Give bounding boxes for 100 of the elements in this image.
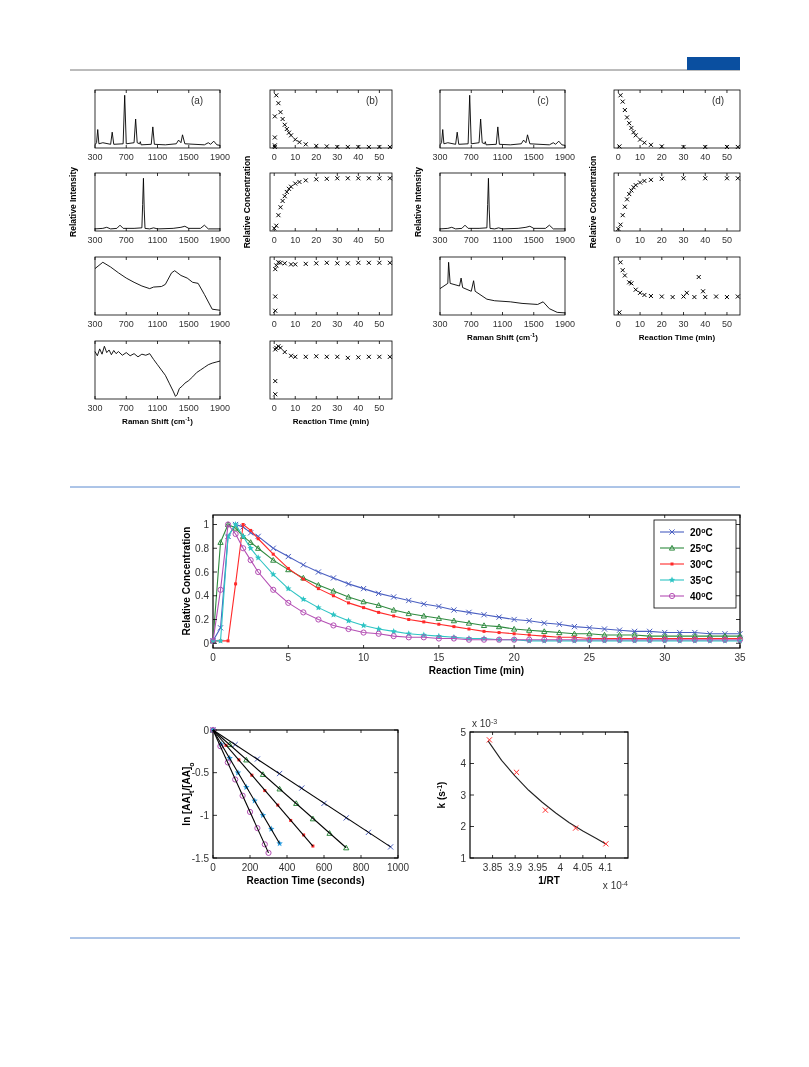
- x-tick-label: 3.95: [527, 862, 548, 873]
- x-tick-label: 20: [656, 235, 667, 245]
- x-tick-label: 1100: [147, 319, 168, 329]
- y-tick-label: -0.5: [191, 767, 210, 779]
- x-tick-label: 35: [734, 652, 746, 663]
- x-tick-label: 10: [290, 403, 301, 413]
- x-tick-label: 50: [374, 319, 385, 329]
- y-tick-label: 0: [203, 637, 210, 649]
- y-tick-label: -1.5: [191, 852, 210, 864]
- x-tick-label: 800: [352, 862, 370, 873]
- x-tick-label: 1500: [178, 403, 199, 413]
- x-tick-label: 20: [311, 403, 322, 413]
- x-tick-label: 20: [656, 152, 667, 162]
- legend-label: 40$^{o}$C: [690, 590, 713, 602]
- x-tick-label: 10: [635, 152, 646, 162]
- x-tick-label: 200: [241, 862, 259, 873]
- x-tick-label: 1000: [386, 862, 410, 873]
- x-tick-label: 1900: [554, 235, 576, 245]
- x-tick-label: 1100: [492, 152, 513, 162]
- x-tick-label: 0: [271, 319, 277, 329]
- x-tick-label: 0: [615, 235, 621, 245]
- y-axis-title: Relative Intensity: [68, 166, 78, 237]
- x-tick-label: 1100: [492, 235, 513, 245]
- x-tick-label: 600: [315, 862, 333, 873]
- y-tick-label: 1: [460, 852, 467, 864]
- x-tick-label: 0: [271, 403, 277, 413]
- x-tick-label: 20: [311, 319, 322, 329]
- x-tick-label: 300: [87, 235, 103, 245]
- x-tick-label: 10: [635, 235, 646, 245]
- x-tick-label: 1500: [178, 152, 199, 162]
- x-tick-label: 300: [87, 152, 103, 162]
- x-tick-label: 40: [700, 319, 711, 329]
- y-tick-label: 2: [460, 821, 467, 832]
- text: x 10$^{-4}$: [602, 879, 629, 891]
- y-tick-label: 0.4: [195, 590, 210, 602]
- x-axis-title: Reaction Time (min): [638, 333, 716, 342]
- x-tick-label: 1500: [178, 235, 199, 245]
- x-axis-title: Raman Shift (cm$^{-1}$): [122, 416, 194, 426]
- x-tick-label: 20: [508, 652, 521, 663]
- y-tick-label: 0.2: [195, 614, 210, 625]
- y-tick-label: 5: [460, 726, 467, 738]
- x-tick-label: 30: [332, 235, 343, 245]
- x-tick-label: 10: [358, 652, 370, 663]
- x-tick-label: 700: [463, 235, 479, 245]
- x-tick-label: 0: [615, 152, 621, 162]
- x-tick-label: 50: [721, 152, 732, 162]
- x-tick-label: 400: [278, 862, 296, 873]
- x-tick-label: 10: [635, 319, 646, 329]
- x-axis-title: 1/RT: [538, 875, 560, 886]
- x-tick-label: 300: [432, 235, 448, 245]
- x-tick-label: 40: [353, 403, 364, 413]
- x-tick-label: 700: [118, 319, 134, 329]
- x-tick-label: 20: [311, 152, 322, 162]
- x-tick-label: 1100: [492, 319, 513, 329]
- y-tick-label: 3: [460, 789, 467, 801]
- x-tick-label: 30: [332, 319, 343, 329]
- x-tick-label: 30: [678, 235, 689, 245]
- y-axis-title: Relative Concentration: [242, 155, 252, 249]
- annotation: (c): [537, 95, 549, 106]
- x-tick-label: 1900: [209, 403, 231, 413]
- y-tick-label: -1: [200, 809, 210, 821]
- x-tick-label: 1500: [523, 152, 544, 162]
- x-tick-label: 1900: [209, 152, 231, 162]
- x-tick-label: 1500: [523, 235, 544, 245]
- x-tick-label: 20: [656, 319, 667, 329]
- x-tick-label: 1500: [178, 319, 199, 329]
- x-tick-label: 300: [87, 403, 103, 413]
- x-tick-label: 25: [583, 652, 596, 663]
- legend-label: 30$^{o}$C: [690, 558, 713, 570]
- x-tick-label: 1100: [147, 235, 168, 245]
- x-tick-label: 0: [210, 652, 217, 663]
- x-tick-label: 0: [615, 319, 621, 329]
- x-tick-label: 300: [432, 319, 448, 329]
- x-tick-label: 700: [118, 403, 134, 413]
- x-tick-label: 15: [433, 652, 445, 663]
- x-tick-label: 30: [332, 403, 343, 413]
- x-tick-label: 50: [721, 235, 732, 245]
- y-tick-label: 0: [203, 724, 210, 736]
- y-tick-label: 4: [460, 758, 467, 769]
- y-tick-label: 1: [203, 519, 210, 530]
- x-axis-title: Reaction Time (min): [428, 665, 525, 676]
- y-tick-label: 0.6: [195, 566, 210, 578]
- x-tick-label: 1500: [523, 319, 544, 329]
- x-tick-label: 10: [290, 235, 301, 245]
- x-tick-label: 40: [700, 235, 711, 245]
- text: x 10$^{-3}$: [472, 717, 498, 729]
- x-tick-label: 50: [374, 403, 385, 413]
- x-tick-label: 700: [463, 319, 479, 329]
- x-tick-label: 700: [118, 235, 134, 245]
- x-tick-label: 30: [678, 319, 689, 329]
- x-tick-label: 1900: [554, 319, 576, 329]
- x-tick-label: 0: [271, 235, 277, 245]
- y-tick-label: 0.8: [195, 542, 210, 554]
- y-axis-title: Relative Concentration: [181, 526, 192, 636]
- x-tick-label: 20: [311, 235, 322, 245]
- x-tick-label: 300: [432, 152, 448, 162]
- x-tick-label: 4: [557, 862, 564, 873]
- x-tick-label: 40: [353, 152, 364, 162]
- x-tick-label: 3.85: [482, 862, 503, 873]
- legend-label: 20$^{o}$C: [690, 526, 713, 538]
